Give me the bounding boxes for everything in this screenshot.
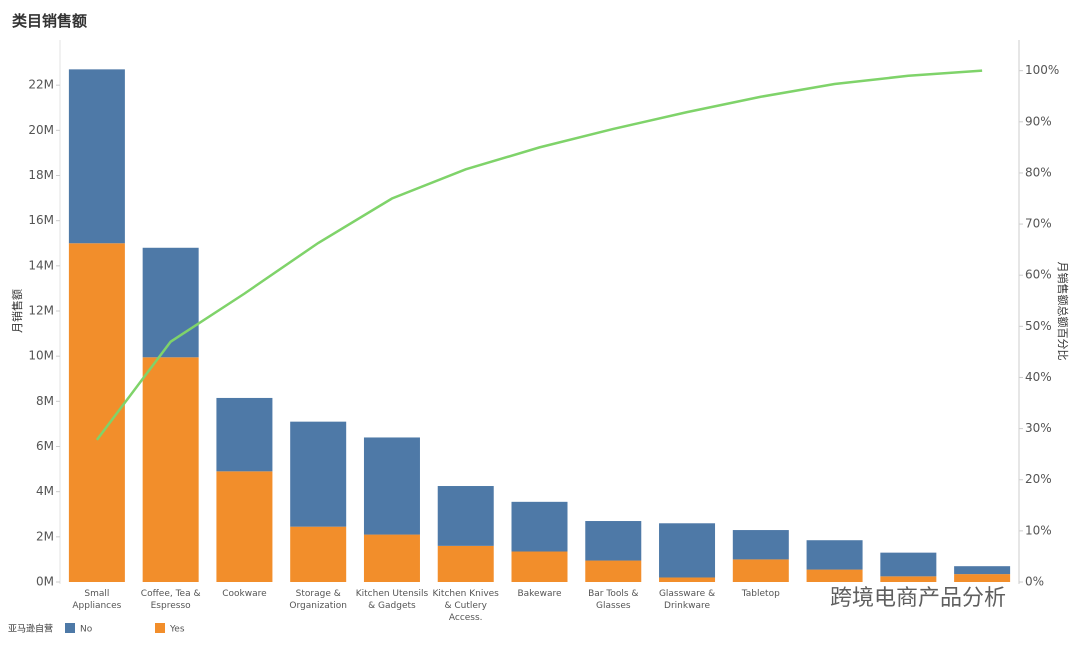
legend-swatch — [155, 623, 165, 633]
x-tick-label: Bar Tools & Glasses — [588, 589, 639, 611]
y2-tick-label: 40% — [1025, 370, 1052, 384]
y-tick-label: 20M — [28, 123, 54, 137]
bar — [880, 576, 937, 582]
legend-label: No — [80, 625, 93, 635]
y-tick-label: 8M — [36, 394, 54, 408]
y2-tick-label: 60% — [1025, 268, 1052, 282]
bar — [290, 526, 347, 582]
y-tick-label: 6M — [36, 439, 54, 453]
y-tick-label: 16M — [28, 213, 54, 227]
y2-tick-label: 0% — [1025, 575, 1044, 589]
x-tick-label: Glassware & Drinkware — [658, 589, 716, 611]
y-tick-label: 18M — [28, 168, 54, 182]
bar — [142, 357, 199, 582]
y-tick-label: 4M — [36, 484, 54, 498]
bar — [954, 574, 1011, 582]
y2-tick-label: 70% — [1025, 217, 1052, 231]
legend-swatch — [65, 623, 75, 633]
bar — [880, 552, 937, 577]
bar — [437, 545, 494, 582]
x-tick-label: Kitchen Utensils & Gadgets — [355, 589, 429, 611]
bar — [290, 421, 347, 527]
y-tick-label: 22M — [28, 78, 54, 92]
legend-label: Yes — [169, 625, 185, 635]
bar — [363, 534, 420, 582]
y-tick-label: 2M — [36, 529, 54, 543]
y2-tick-label: 10% — [1025, 523, 1052, 537]
cumulative-line — [95, 69, 983, 441]
y2-tick-label: 80% — [1025, 165, 1052, 179]
bar — [585, 521, 642, 561]
y2-tick-label: 50% — [1025, 319, 1052, 333]
bar — [732, 559, 789, 582]
bar — [216, 471, 273, 582]
bar — [659, 523, 716, 578]
bar — [68, 69, 125, 244]
bar — [659, 577, 716, 582]
y-tick-label: 0M — [36, 575, 54, 589]
x-tick-label: Storage & Organization — [289, 589, 347, 611]
y2-tick-label: 100% — [1025, 63, 1059, 77]
y-tick-label: 14M — [28, 258, 54, 272]
y2-tick-label: 90% — [1025, 114, 1052, 128]
y-tick-label: 12M — [28, 304, 54, 318]
bar — [511, 501, 568, 552]
bar — [585, 560, 642, 582]
bar — [954, 566, 1011, 575]
x-tick-label: Coffee, Tea & Espresso — [140, 589, 201, 611]
x-tick-label: Tabletop — [741, 589, 780, 599]
chart-title: 类目销售额 — [12, 12, 87, 30]
x-tick-label: Kitchen Knives & Cutlery Access. — [432, 589, 499, 623]
x-tick-label: Cookware — [222, 589, 267, 599]
bar — [363, 437, 420, 535]
bar — [732, 530, 789, 560]
bar — [806, 540, 863, 570]
watermark: 跨境电商产品分析 — [830, 586, 1006, 611]
bar — [437, 486, 494, 546]
y-tick-label: 10M — [28, 349, 54, 363]
bar — [216, 397, 273, 472]
y2-tick-label: 30% — [1025, 421, 1052, 435]
y2-axis-label: 月销售额总额百分比 — [1056, 262, 1070, 361]
x-tick-label: Bakeware — [517, 589, 562, 599]
bar — [142, 247, 199, 358]
bar — [806, 569, 863, 582]
y-axis-label: 月销售额 — [10, 289, 24, 333]
bar — [68, 243, 125, 582]
bar — [511, 551, 568, 582]
legend-title: 亚马逊自营 — [8, 623, 53, 635]
y2-tick-label: 20% — [1025, 472, 1052, 486]
x-tick-label: Small Appliances — [72, 589, 122, 611]
